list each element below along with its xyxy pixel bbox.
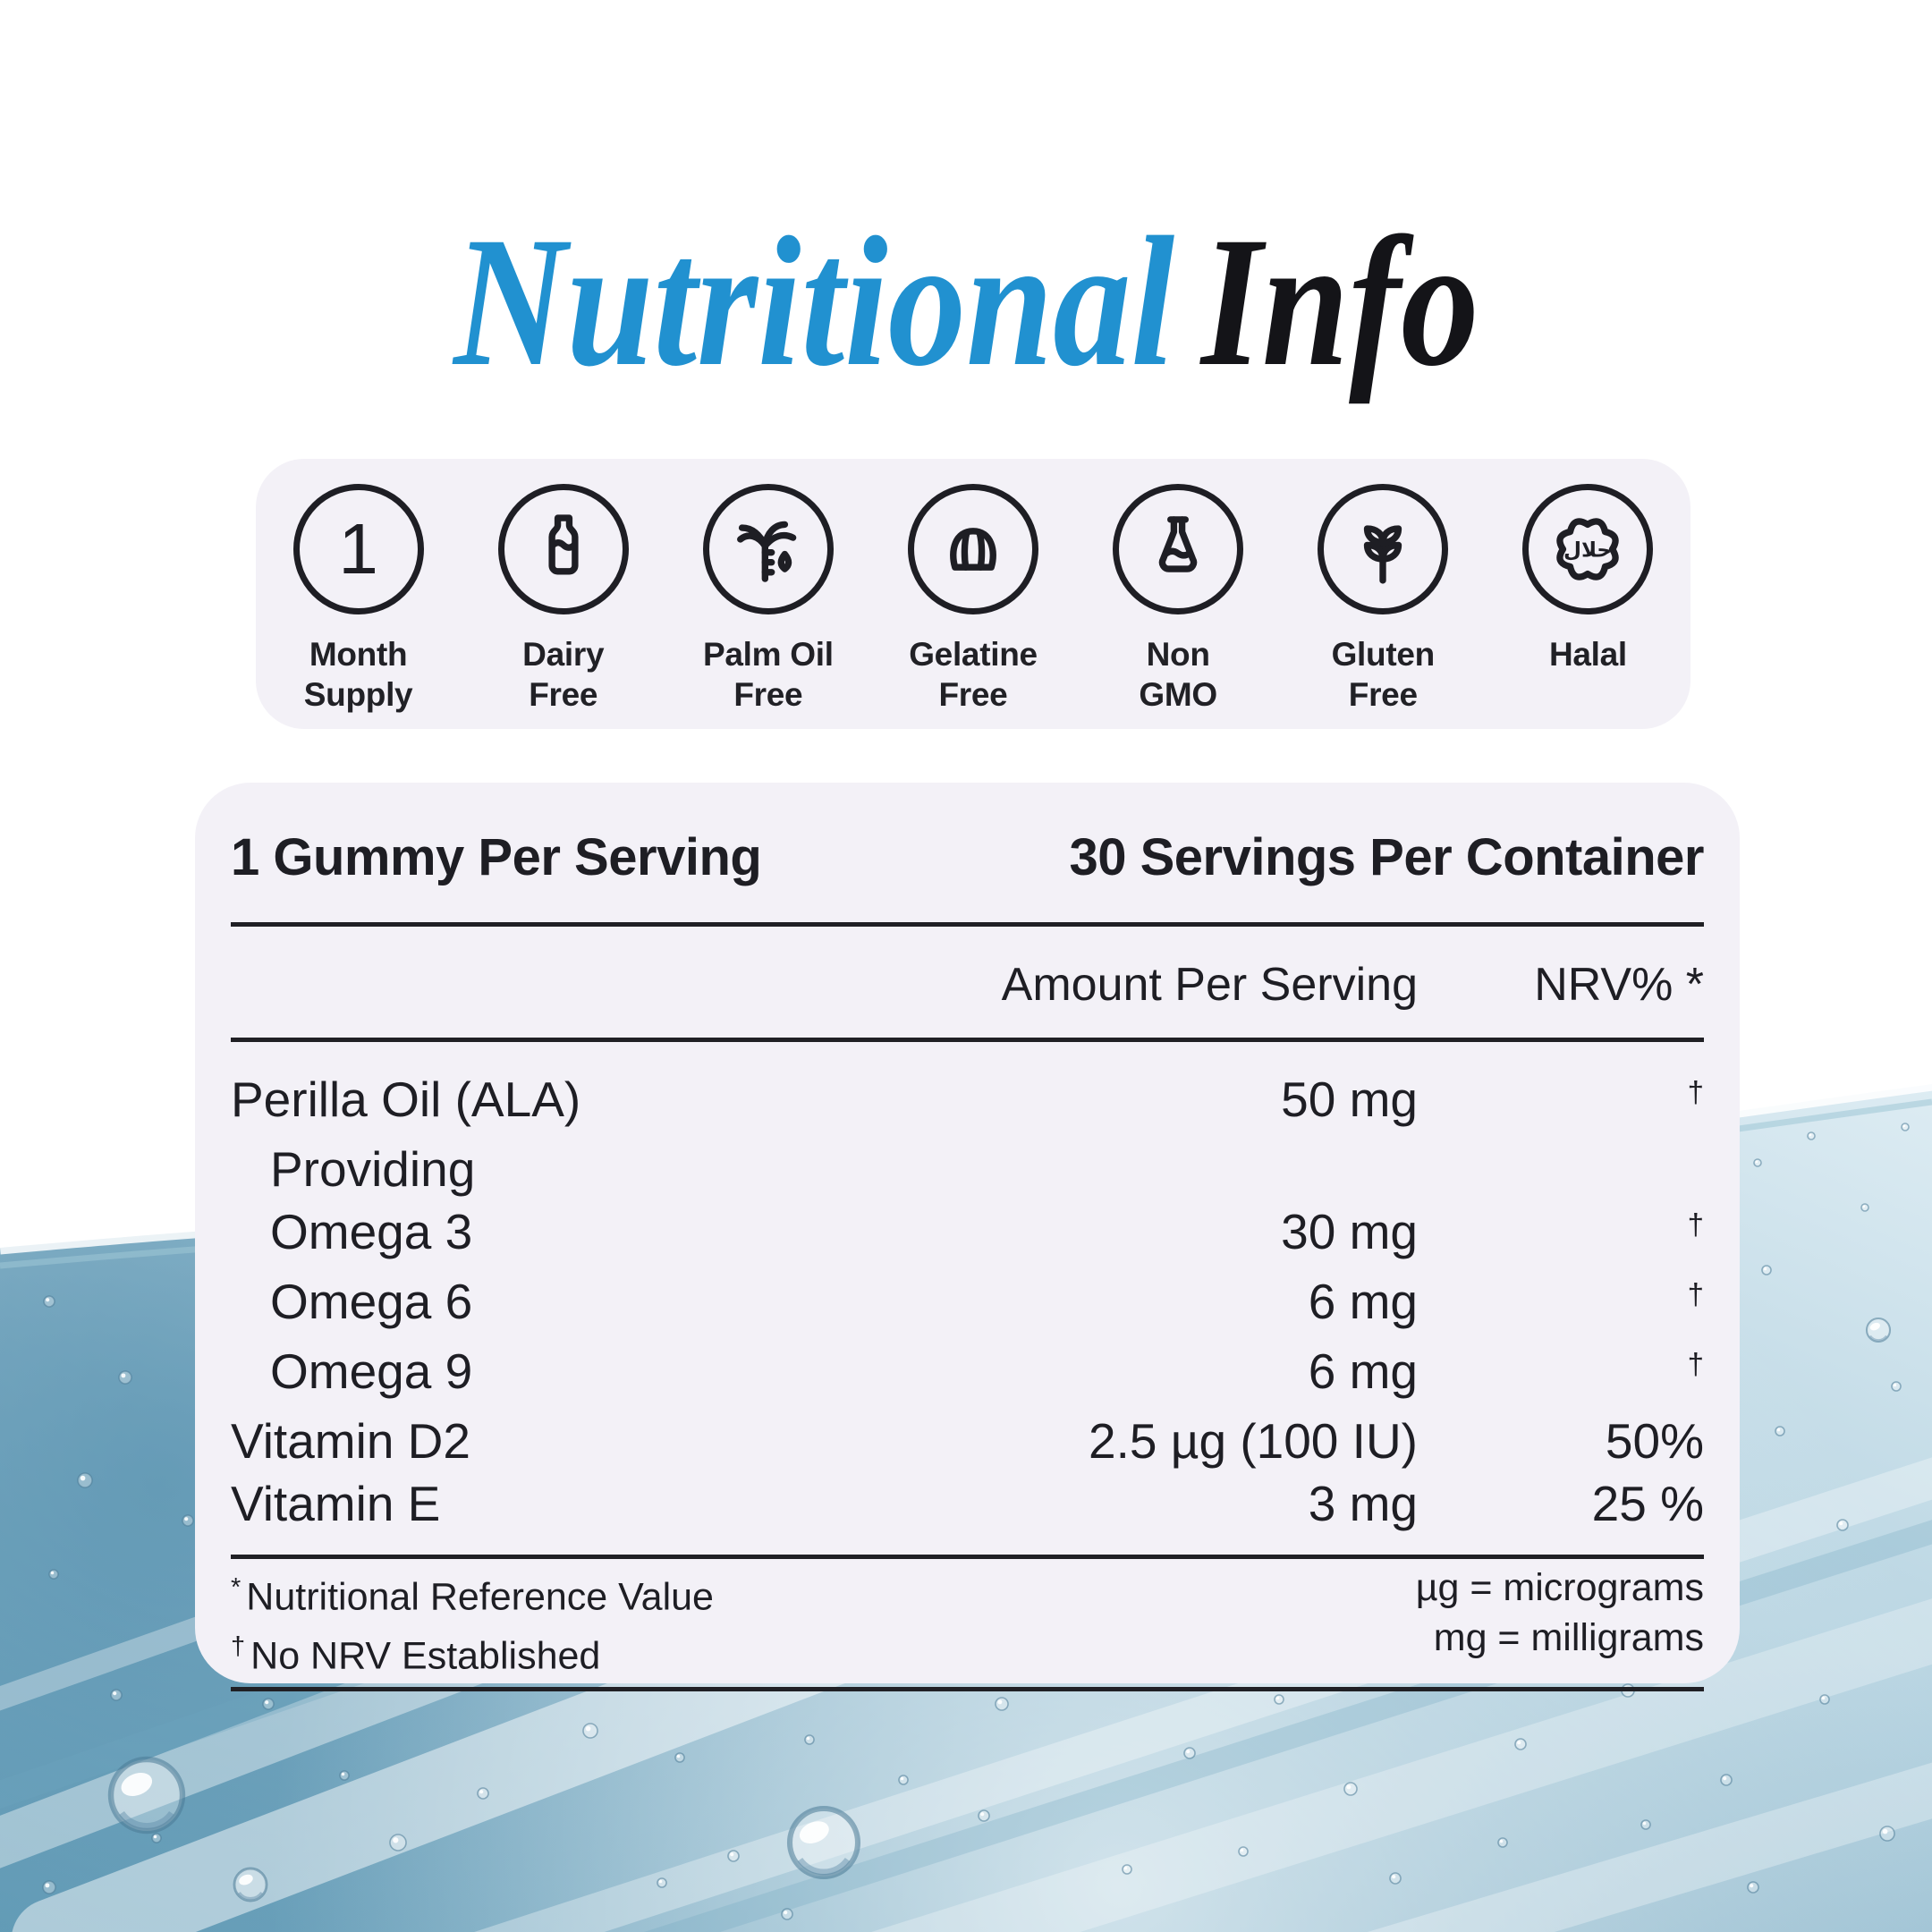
badge-label: Dairy Free [522,636,605,713]
divider [231,1555,1704,1559]
halal-arabic-text: حلال [1563,538,1612,562]
non-gmo-icon [1113,484,1244,614]
nutrient-row: Omega 6 6 mg † [270,1274,1704,1329]
footnotes-right: µg = micrograms mg = milligrams [1416,1563,1704,1682]
nutrient-row: Vitamin E 3 mg 25 % [231,1476,1704,1531]
dairy-free-icon [497,484,629,614]
serving-header: 1 Gummy Per Serving 30 Servings Per Cont… [231,824,1704,892]
nutrition-rows: Perilla Oil (ALA) 50 mg † Providing Omeg… [231,1068,1704,1535]
footnote-milligrams: mg = milligrams [1433,1616,1704,1659]
nutrient-row: Vitamin D2 2.5 µg (100 IU) 50% [231,1413,1704,1469]
month-supply-number: 1 [338,509,378,589]
badge-halal: حلال Halal [1486,484,1690,674]
gluten-free-icon [1318,484,1449,614]
badge-dairy-free: Dairy Free [461,484,665,715]
amount-column-header: Amount Per Serving [1001,959,1418,1011]
footnotes-left: * Nutritional Reference Value † No NRV Est… [231,1563,714,1682]
title-word-nutritional: Nutritional [453,199,1174,404]
footnote-micrograms: µg = micrograms [1415,1566,1704,1609]
badge-non-gmo: Non GMO [1076,484,1281,715]
nutrient-row: Omega 3 30 mg † [270,1204,1704,1259]
footnote-nrv: * Nutritional Reference Value [231,1573,714,1619]
nutrient-row: Omega 9 6 mg † [270,1343,1704,1399]
footnote-dagger: † No NRV Established [231,1632,601,1678]
servings-per-serving-label: 1 Gummy Per Serving [231,828,762,886]
divider [231,1686,1704,1691]
badge-strip: 1 Month Supply Dairy Free [256,459,1690,729]
column-headers: Amount Per Serving NRV% * [231,945,1704,1025]
badge-gluten-free: Gluten Free [1281,484,1486,715]
badge-gelatine-free: Gelatine Free [870,484,1075,715]
badge-label: Palm Oil Free [703,636,834,713]
divider [231,1038,1704,1042]
badge-label: Gelatine Free [909,636,1038,713]
servings-per-container-label: 30 Servings Per Container [1069,828,1704,886]
page-title: Nutritional Info [0,204,1932,399]
badge-month-supply: 1 Month Supply [256,484,461,715]
nutrient-row: Providing [270,1141,476,1197]
badge-label: Non GMO [1139,636,1217,713]
divider [231,922,1704,927]
footnotes: * Nutritional Reference Value † No NRV Est… [231,1563,1704,1682]
badge-label: Gluten Free [1331,636,1436,713]
nrv-column-header: NRV% * [1534,959,1704,1011]
badge-label: Halal [1548,636,1627,673]
nutrient-row: Perilla Oil (ALA) 50 mg † [231,1072,1704,1127]
badge-palm-oil-free: Palm Oil Free [665,484,870,715]
halal-icon: حلال [1522,484,1654,614]
month-supply-icon: 1 [292,484,424,614]
palm-oil-free-icon [702,484,834,614]
nutrition-panel: 1 Gummy Per Serving 30 Servings Per Cont… [195,783,1740,1691]
title-word-info: Info [1200,199,1479,404]
gelatine-free-icon [907,484,1038,614]
badge-label: Month Supply [303,636,413,713]
